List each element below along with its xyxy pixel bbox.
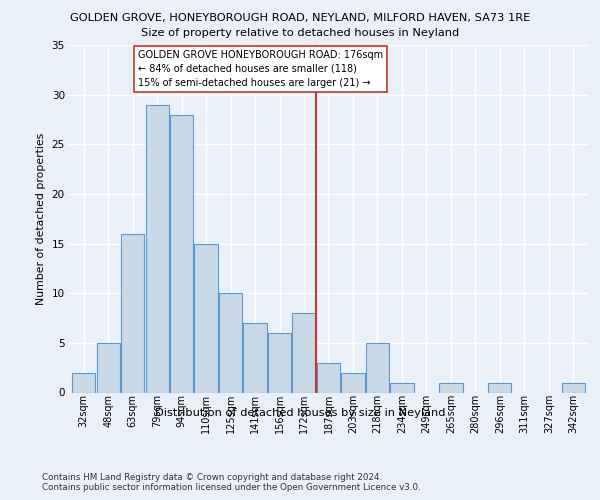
Bar bbox=[439, 382, 463, 392]
Bar bbox=[391, 382, 413, 392]
Bar bbox=[219, 293, 242, 392]
Bar bbox=[244, 323, 266, 392]
Bar bbox=[146, 104, 169, 393]
Bar bbox=[170, 114, 193, 392]
Text: Contains HM Land Registry data © Crown copyright and database right 2024.
Contai: Contains HM Land Registry data © Crown c… bbox=[42, 472, 421, 492]
Bar bbox=[366, 343, 389, 392]
Y-axis label: Number of detached properties: Number of detached properties bbox=[36, 132, 46, 305]
Text: GOLDEN GROVE, HONEYBOROUGH ROAD, NEYLAND, MILFORD HAVEN, SA73 1RE: GOLDEN GROVE, HONEYBOROUGH ROAD, NEYLAND… bbox=[70, 12, 530, 22]
Bar bbox=[121, 234, 144, 392]
Bar bbox=[317, 362, 340, 392]
Bar bbox=[72, 372, 95, 392]
Bar bbox=[194, 244, 218, 392]
Bar bbox=[292, 313, 316, 392]
Bar bbox=[268, 333, 291, 392]
Bar bbox=[488, 382, 511, 392]
Bar bbox=[97, 343, 120, 392]
Text: GOLDEN GROVE HONEYBOROUGH ROAD: 176sqm
← 84% of detached houses are smaller (118: GOLDEN GROVE HONEYBOROUGH ROAD: 176sqm ←… bbox=[137, 50, 383, 88]
Text: Size of property relative to detached houses in Neyland: Size of property relative to detached ho… bbox=[141, 28, 459, 38]
Text: Distribution of detached houses by size in Neyland: Distribution of detached houses by size … bbox=[155, 408, 445, 418]
Bar bbox=[341, 372, 365, 392]
Bar bbox=[562, 382, 585, 392]
